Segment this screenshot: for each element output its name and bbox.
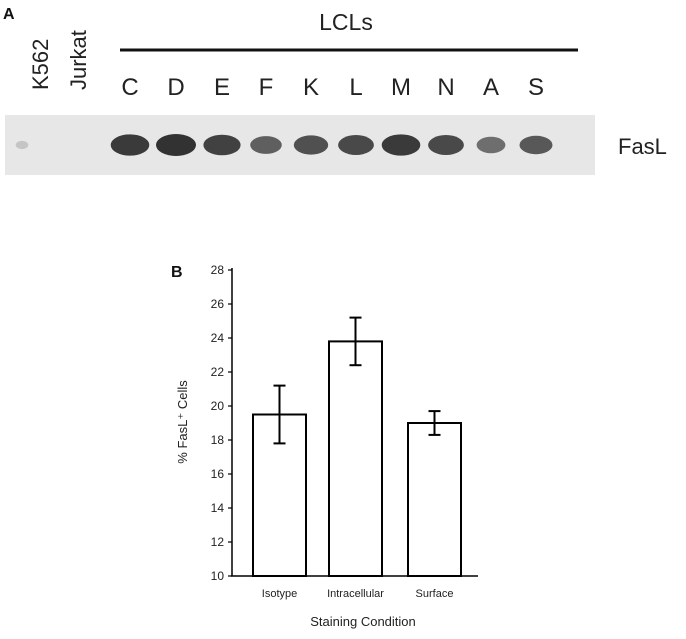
y-tick-label: 20 [211,399,225,413]
lane-label-f: F [259,74,274,101]
blot-bands [15,134,553,156]
y-tick-label: 18 [211,433,225,447]
band-lane-11 [476,136,506,154]
band-lane-5 [203,134,241,156]
y-tick-label: 12 [211,535,225,549]
panel-b-label: B [171,264,183,281]
lane-label-m: M [391,74,411,101]
lane-label-k562: K562 [28,39,53,90]
band-lane-12 [519,135,553,155]
band-lane-9 [381,134,421,156]
panel-a-label: A [3,6,15,23]
lane-label-jurkat: Jurkat [66,30,91,90]
band-lane-8 [338,135,374,155]
lane-label-k: K [303,74,319,101]
band-label-fasl: FasL [618,134,667,159]
band-lane-3 [110,134,150,156]
lane-label-e: E [214,74,230,101]
x-axis-title: Staining Condition [310,614,416,629]
lane-label-s: S [528,74,544,101]
lane-label-a: A [483,74,499,101]
bar-surface [407,422,462,577]
x-tick-labels: Isotype Intracellular Surface [262,588,454,600]
y-tick-label: 14 [211,501,225,515]
bar-intracellular [328,340,383,577]
lane-label-d: D [167,74,184,101]
lane-label-c: C [121,74,138,101]
y-tick-label: 10 [211,569,225,583]
y-tick-label: 16 [211,467,225,481]
y-tick-label: 24 [211,331,225,345]
band-lane-10 [428,135,464,155]
x-tick-label: Intracellular [327,588,384,600]
y-tick-label: 22 [211,365,225,379]
lane-label-n: N [437,74,454,101]
band-lane-7 [293,135,329,155]
band-lane-6 [250,136,282,154]
bars [252,316,462,577]
lane-label-l: L [349,74,362,101]
y-tick-label: 26 [211,297,225,311]
x-tick-label: Surface [416,588,454,600]
y-ticks: 10 12 14 16 18 20 22 24 26 28 [211,263,232,583]
control-lane-labels: K562 Jurkat [28,30,91,90]
y-tick-label: 28 [211,263,225,277]
lcl-group-label: LCLs [319,9,373,35]
band-lane-4 [156,134,196,156]
band-lane-1 [15,140,29,150]
x-tick-label: Isotype [262,588,297,600]
y-axis-title: % FasL⁺ Cells [175,380,190,464]
